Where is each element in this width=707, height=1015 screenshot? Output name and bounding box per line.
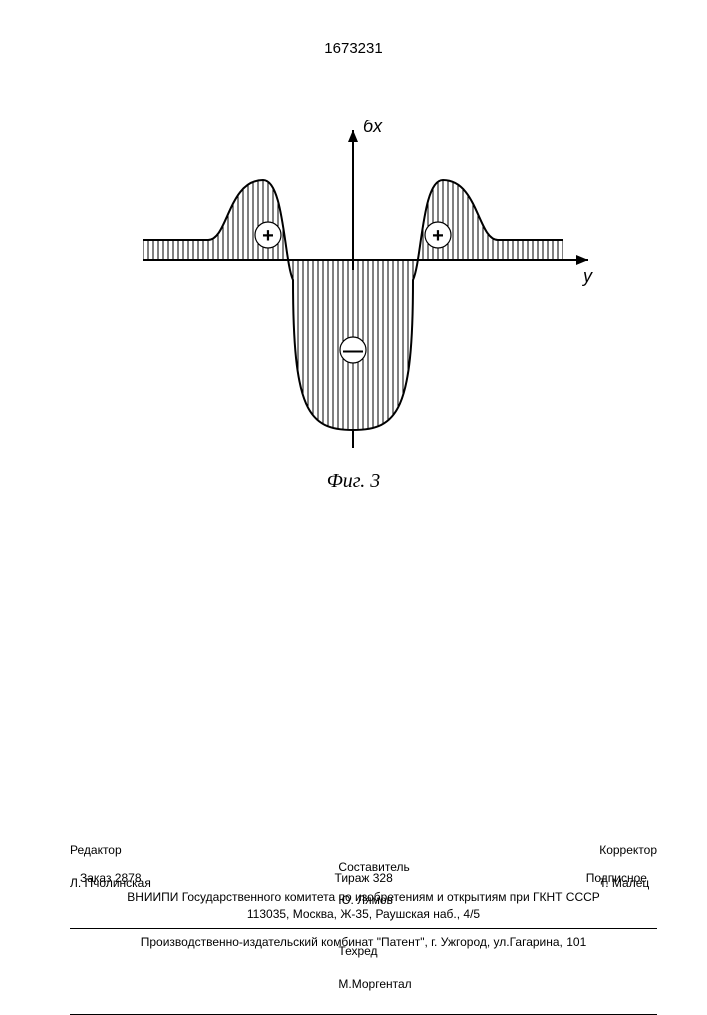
- print-run: Тираж 328: [335, 870, 393, 887]
- editor-label: Редактор: [70, 843, 122, 857]
- svg-text:бx: бx: [363, 120, 383, 136]
- svg-text:+: +: [432, 225, 444, 247]
- subscription: Подписное: [586, 870, 647, 887]
- page-number: 1673231: [0, 40, 707, 57]
- order-number: Заказ 2878: [80, 870, 142, 887]
- institute-name: ВНИИПИ Государственного комитета по изоб…: [70, 889, 657, 906]
- stress-diagram: бx y + + —: [0, 120, 707, 500]
- svg-text:—: —: [343, 340, 363, 362]
- institute-address: 113035, Москва, Ж-35, Раушская наб., 4/5: [70, 906, 657, 923]
- techred-name: М.Моргентал: [338, 977, 411, 991]
- figure-3: бx y + + —: [0, 120, 707, 500]
- publisher-line: Производственно-издательский комбинат "П…: [70, 930, 657, 951]
- corrector-label: Корректор: [599, 843, 657, 857]
- print-block: Заказ 2878 Тираж 328 Подписное ВНИИПИ Го…: [70, 870, 657, 929]
- svg-text:+: +: [262, 225, 274, 247]
- figure-caption: Фиг. 3: [0, 470, 707, 493]
- svg-text:y: y: [581, 266, 593, 286]
